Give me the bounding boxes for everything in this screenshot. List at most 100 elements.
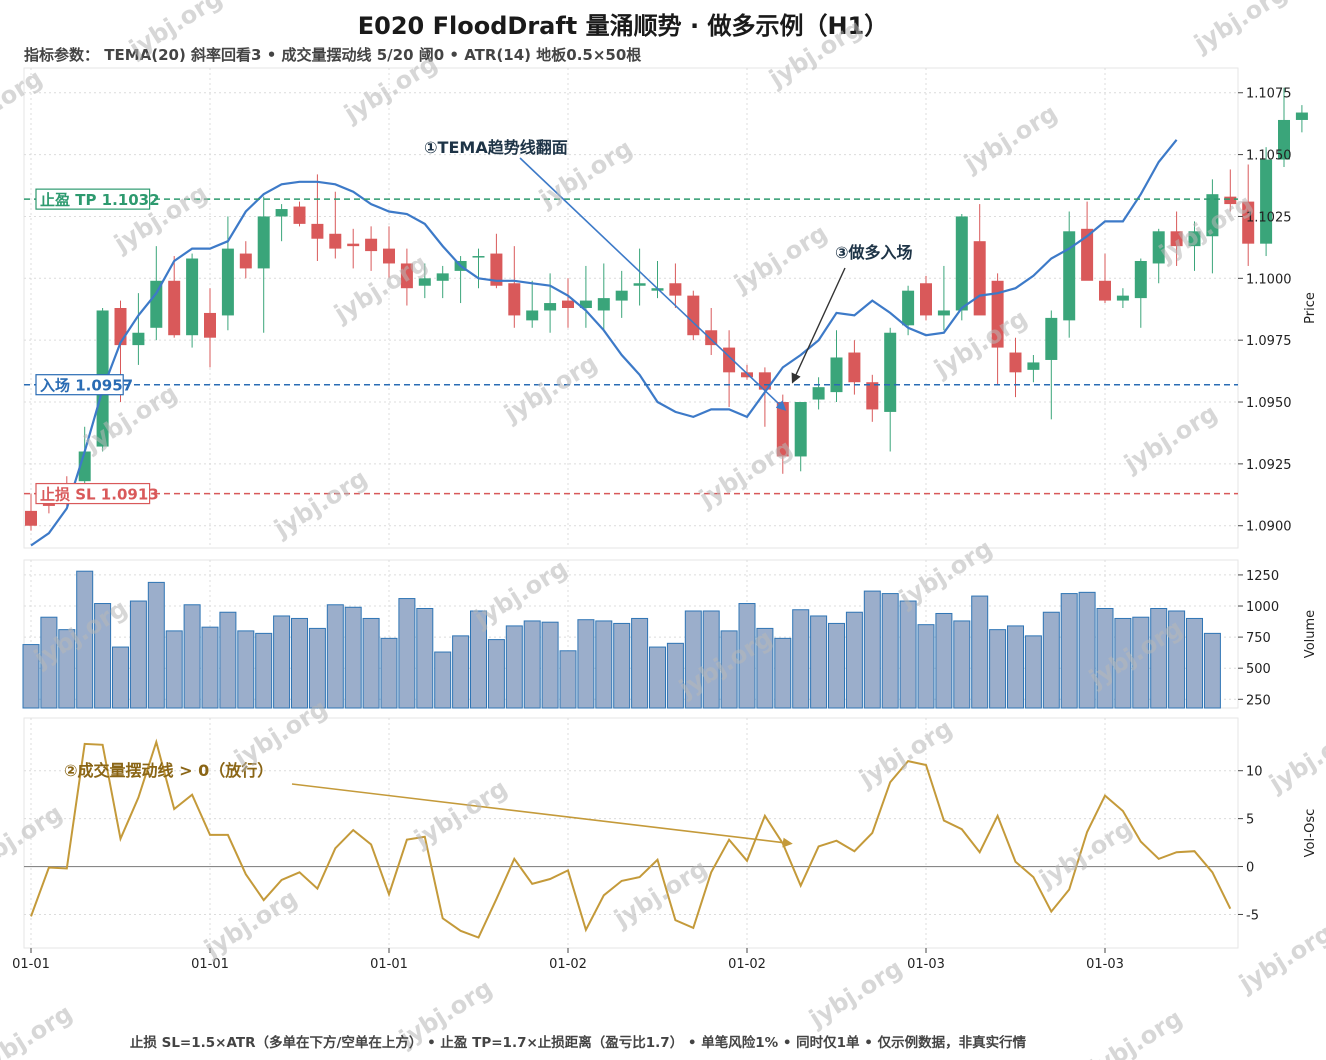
watermark-logo: jybj.org [1118, 399, 1222, 478]
watermark-logo: jybj.org [1188, 0, 1292, 58]
volume-bar [845, 611, 863, 709]
candle-body-down [383, 248, 395, 264]
price-y-tick-label: 1.1000 [1246, 272, 1292, 287]
candle-body-up [1063, 231, 1076, 321]
watermark-logo: jybj.org [958, 99, 1062, 178]
osc-y-tick-label: -5 [1246, 908, 1259, 923]
candle-body-up [579, 300, 592, 308]
candle-body-up [221, 248, 234, 316]
volume-bar [1203, 632, 1221, 709]
volume-bar [344, 606, 362, 709]
volume-bar [1186, 617, 1203, 709]
entry-level-box [35, 374, 124, 396]
volume-bar [1060, 593, 1078, 709]
footer-note: 止损 SL=1.5×ATR（多单在下方/空单在上方） • 止盈 TP=1.7×止… [129, 1035, 1027, 1051]
volume-bar [1042, 611, 1060, 709]
volume-bar [291, 617, 308, 709]
volume-bar [1096, 608, 1114, 709]
watermark-logo: jybj.org [693, 434, 797, 513]
candle-body-down [293, 206, 306, 224]
price-axis-label: Price [1303, 292, 1318, 324]
volume-bar [183, 604, 201, 709]
volume-bar [953, 620, 971, 709]
volume-bar [1078, 591, 1096, 709]
volume-bar [165, 630, 183, 709]
x-tick-label: 01-02 [728, 957, 766, 972]
candle-body-down [1224, 196, 1237, 205]
candle-body-down [400, 263, 413, 289]
volume-bar [613, 622, 631, 709]
volume-bar [22, 644, 40, 709]
volume-bar [94, 603, 112, 709]
volume-bar [487, 639, 505, 709]
volume-bar [917, 624, 935, 709]
candle-body-down [311, 223, 324, 239]
volume-y-tick-label: 500 [1246, 662, 1271, 677]
volume-bar [738, 603, 756, 709]
osc-annotation: ②成交量摆动线 > 0（放行） [64, 761, 273, 780]
candle-body-down [741, 372, 753, 378]
volume-bar [559, 650, 577, 709]
volume-bar [756, 627, 774, 709]
watermark-logo: jybj.org [1033, 814, 1137, 893]
candle-body-down [365, 238, 378, 252]
candle-body-up [633, 283, 646, 286]
panel-frame-3 [23, 717, 1239, 949]
volume-bar [935, 612, 953, 709]
tema-flip-annotation: ①TEMA趋势线翻面 [424, 138, 568, 157]
volume-y-tick-label: 1000 [1246, 600, 1279, 615]
osc-y-tick-label: 10 [1246, 765, 1263, 780]
candle-body-down [866, 382, 879, 410]
candle-body-up [472, 256, 485, 258]
candle-body-up [615, 290, 628, 301]
candle-body-up [526, 310, 539, 321]
volume-bar [666, 642, 684, 709]
price-y-tick-label: 1.1075 [1246, 87, 1292, 102]
x-tick-label: 01-01 [12, 957, 50, 972]
volume-bar [380, 637, 398, 709]
volume-bar [58, 629, 76, 709]
volume-bar [147, 581, 165, 709]
candle-body-up [275, 209, 288, 217]
volume-y-tick-label: 750 [1246, 631, 1271, 646]
volume-bar [308, 627, 326, 709]
tema-flip-arrow [519, 157, 787, 411]
volume-bar [810, 615, 828, 709]
candle-body-up [1188, 231, 1201, 247]
volume-bar [1007, 625, 1024, 709]
volume-bar [523, 620, 541, 709]
candle-body-down [347, 243, 360, 247]
candle-body-up [1260, 159, 1273, 244]
watermark-logo: jybj.org [468, 554, 572, 633]
price-y-tick-label: 1.0975 [1246, 334, 1292, 349]
volume-bar [201, 626, 219, 709]
candle-body-down [973, 241, 986, 316]
volume-bar [881, 593, 899, 709]
volume-bar [720, 630, 738, 709]
x-tick-label: 01-03 [1086, 957, 1124, 972]
volume-bar [971, 595, 989, 709]
watermark-logo: jybj.org [763, 14, 867, 93]
volume-bar [273, 615, 291, 709]
candle-body-down [1170, 231, 1183, 247]
price-y-tick-label: 1.0950 [1246, 396, 1292, 411]
volume-bar [649, 646, 666, 709]
volume-bar [899, 600, 917, 709]
volume-bar [631, 617, 649, 709]
x-tick-label: 01-03 [907, 957, 945, 972]
osc-arrow [291, 783, 793, 848]
volume-y-tick-label: 250 [1246, 693, 1271, 708]
entry-level-label: 入场 1.0957 [40, 377, 133, 395]
volume-bar [1024, 635, 1042, 709]
candle-body-up [186, 258, 199, 336]
candle-body-down [168, 280, 181, 336]
candle-body-up [937, 310, 950, 316]
candle-body-down [239, 253, 252, 269]
watermark-logo: jybj.org [408, 774, 512, 853]
volume-bar [219, 611, 237, 709]
candle-body-up [132, 332, 145, 346]
candle-body-up [1027, 362, 1040, 370]
candle-body-up [257, 216, 270, 269]
chart-subtitle: 指标参数： TEMA(20) 斜率回看3 • 成交量摆动线 5/20 阈0 • … [24, 46, 642, 64]
